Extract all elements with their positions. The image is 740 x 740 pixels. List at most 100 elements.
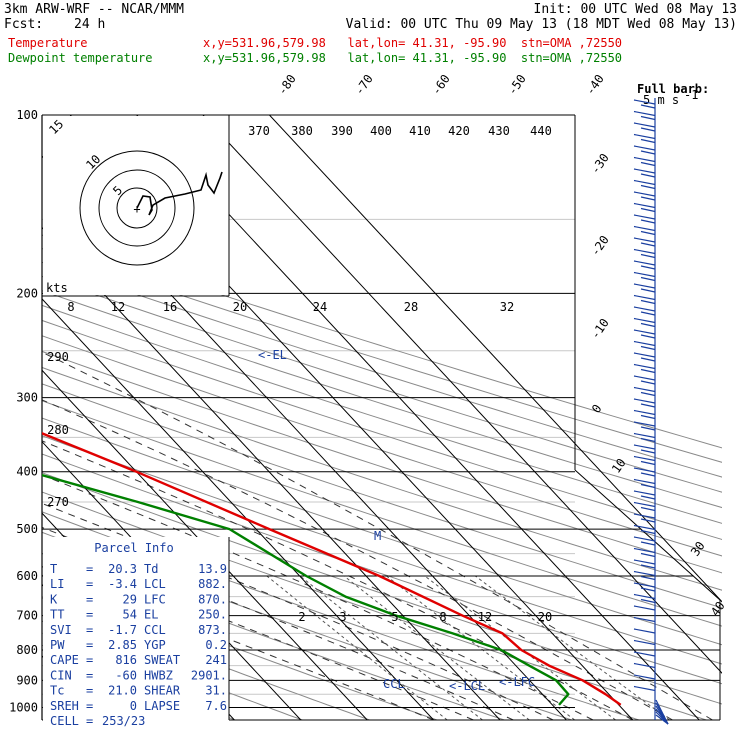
wind-barb-flag — [633, 524, 656, 531]
isotherm-label: 30 — [688, 539, 708, 559]
mixing-ratio-line — [386, 575, 576, 720]
dry-adiabat — [42, 417, 722, 646]
moist-adiabat — [42, 502, 554, 720]
wind-barb-half — [640, 483, 656, 489]
wind-barb-half — [640, 196, 656, 201]
isotherm-label: -30 — [588, 151, 612, 177]
wind-barb-half — [640, 460, 656, 466]
parcel-param-equals: = — [86, 577, 93, 591]
isotherm-label: -70 — [352, 72, 376, 98]
dry-adiabat — [42, 335, 722, 557]
pressure-tick-label: 800 — [16, 643, 38, 657]
pressure-tick-label: 600 — [16, 569, 38, 583]
parcel-param-label: SVI — [50, 623, 72, 637]
isotherm-label: 10 — [609, 456, 629, 476]
parcel-param-equals: = — [86, 623, 93, 637]
lfc-marker: <-LFC — [499, 675, 535, 689]
parcel-param-label: EL — [144, 608, 158, 622]
wind-barb-half — [640, 173, 656, 178]
parcel-param-equals: = — [86, 562, 93, 576]
parcel-param-value: 882. — [198, 577, 227, 591]
hodograph-trace — [136, 171, 223, 216]
dry-adiabat — [42, 304, 722, 524]
wind-barb-flag — [633, 317, 656, 324]
wind-barb-flag — [633, 444, 656, 450]
wind-barb-half — [640, 506, 656, 512]
wind-barb-flag — [633, 271, 656, 278]
parcel-param-label: LFC — [144, 592, 166, 606]
wind-barb-half — [640, 357, 656, 362]
mixing-ratio-line — [474, 575, 670, 720]
parcel-param-value: 7.6 — [205, 699, 227, 713]
parcel-param-value: 241 — [205, 653, 227, 667]
parcel-param-value: -60 — [115, 668, 137, 682]
wind-barb-flag — [633, 340, 656, 347]
wind-barb-half — [640, 127, 656, 132]
dry-adiabat — [42, 472, 722, 705]
wind-speed-label: 24 — [313, 300, 327, 314]
parcel-param-value: 0 — [130, 699, 137, 713]
wind-barb-flag — [633, 662, 656, 669]
wind-barbs: Full barb:5 m s -1 — [633, 82, 709, 725]
hodograph-ring — [116, 187, 158, 229]
wind-barb-half — [640, 276, 656, 282]
parcel-param-equals: = — [86, 714, 93, 728]
parcel-param-label: SHEAR — [144, 684, 181, 698]
mixing-ratio-label: 12 — [478, 610, 492, 624]
wind-barb-flag — [633, 536, 656, 542]
wind-barb-flag — [633, 547, 656, 554]
wind-speed-label: 32 — [500, 300, 514, 314]
wind-barb-flag — [633, 513, 656, 519]
wind-barb-half — [640, 207, 656, 213]
pressure-tick-label: 1000 — [9, 700, 38, 714]
parcel-param-label: CCL — [144, 623, 166, 637]
mixing-ratio-line — [343, 575, 530, 720]
pressure-tick-label: 200 — [16, 286, 38, 300]
ccl-marker: CCL — [383, 677, 405, 691]
theta-e-label: 430 — [488, 124, 510, 138]
moist-adiabat — [42, 474, 594, 720]
wind-barb-half — [640, 104, 656, 109]
dry-adiabat — [42, 383, 722, 609]
wind-barb-flag — [633, 605, 656, 611]
parcel-param-label: SREH — [50, 699, 79, 713]
wind-speed-label: 20 — [233, 300, 247, 314]
valid-time: Valid: 00 UTC Thu 09 May 13 (18 MDT Wed … — [345, 17, 737, 32]
theta-e-label: 370 — [248, 124, 270, 138]
hodograph-ring — [98, 169, 176, 247]
wind-barb-half — [640, 334, 656, 339]
parcel-param-label: LI — [50, 577, 64, 591]
wind-speed-label: 8 — [67, 300, 74, 314]
wind-barb-flag — [633, 168, 656, 174]
wind-barb-half — [640, 426, 656, 431]
wind-barb-flag — [633, 386, 656, 393]
parcel-param-value: 20.3 — [108, 562, 137, 576]
wind-barb-flag — [633, 478, 656, 485]
parcel-param-label: CAPE — [50, 653, 79, 667]
dry-adiabat — [42, 234, 722, 449]
parcel-param-equals: = — [86, 653, 93, 667]
isotherm-label: 0 — [589, 402, 605, 416]
legend-dewpoint-name: Dewpoint temperature — [8, 51, 153, 65]
parcel-param-value: 870. — [198, 592, 227, 606]
theta-label: 270 — [47, 495, 69, 509]
dry-adiabat — [42, 400, 722, 627]
mixing-ratio-line — [266, 575, 448, 720]
wind-barb-half — [640, 575, 656, 581]
low-level-wind-barb — [655, 714, 669, 725]
wind-barb-half — [640, 414, 656, 420]
parcel-param-label: LAPSE — [144, 699, 180, 713]
parcel-param-value: 816 — [115, 653, 137, 667]
wind-barb-flag — [633, 352, 656, 358]
forecast-hour: 24 h — [74, 17, 106, 32]
lcl-marker: <-LCL — [449, 679, 485, 693]
wind-barb-flag — [633, 593, 656, 600]
wind-barb-half — [640, 552, 656, 558]
isotherm-label: 40 — [708, 599, 728, 619]
wind-barb-flag — [633, 628, 656, 634]
moist-adiabat — [42, 526, 514, 720]
wind-barb-flag — [633, 191, 656, 197]
wind-barb-flag — [633, 685, 656, 692]
